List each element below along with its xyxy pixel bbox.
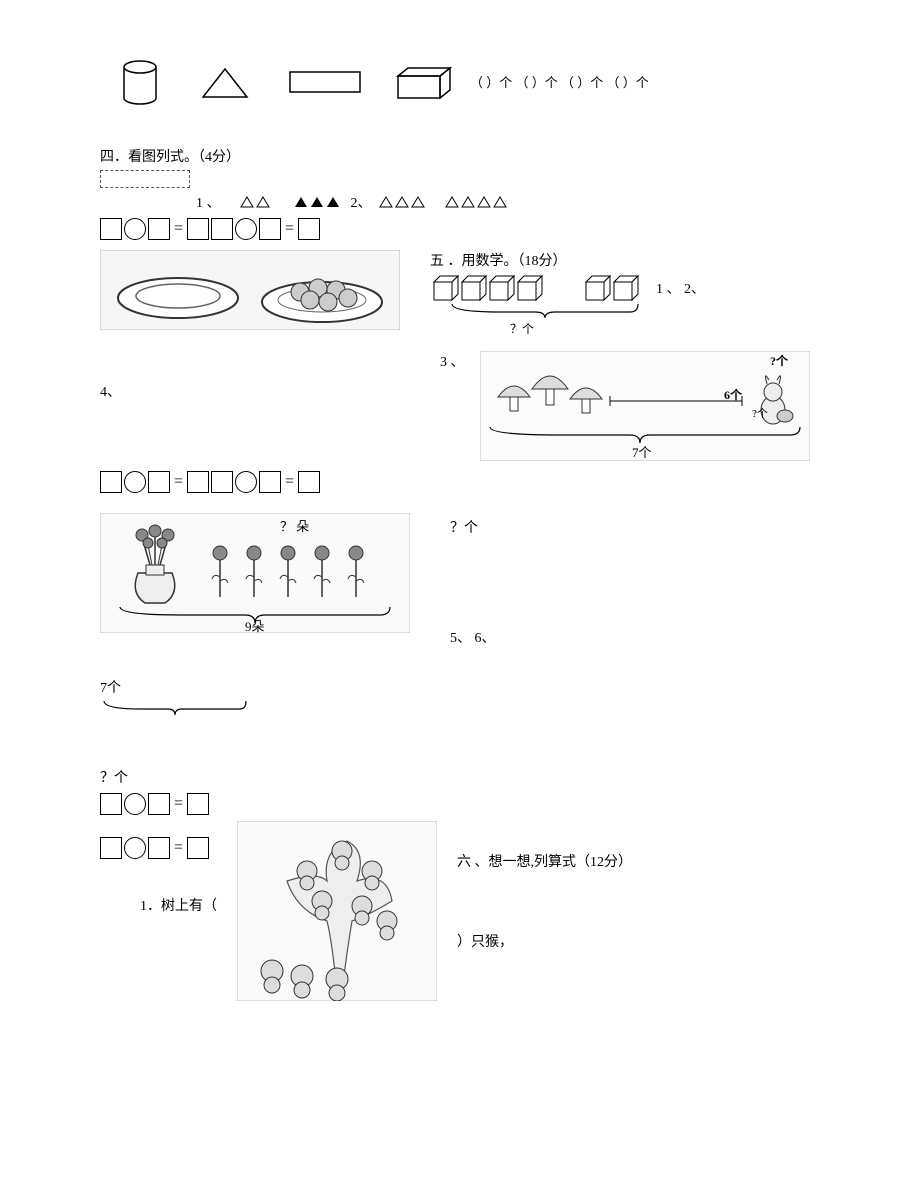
- svg-text:7个: 7个: [632, 445, 652, 460]
- rectangle-icon: [270, 70, 380, 96]
- eq-box[interactable]: [187, 218, 209, 240]
- equals-sign: =: [174, 839, 183, 857]
- rabbit-mushroom-figure: ?个 6个 ?个 7个: [480, 351, 810, 461]
- equals-sign: =: [174, 220, 183, 238]
- q-ge2-label: ？个: [100, 767, 820, 787]
- monkey-tree-figure: [237, 821, 437, 1001]
- plates-figure: [100, 250, 400, 330]
- bottom-block: ？个 = = 1．树上有（: [100, 767, 820, 1001]
- eq-box[interactable]: [100, 793, 122, 815]
- eq-box[interactable]: [211, 471, 233, 493]
- eq-box[interactable]: [211, 218, 233, 240]
- equation-line-1: = =: [100, 218, 820, 240]
- equals-sign: =: [174, 473, 183, 491]
- eq-box[interactable]: [148, 218, 170, 240]
- top-count-blanks: （ ）个 （ ）个 （ ）个 （ ）个: [470, 73, 820, 94]
- white-triangles-2b: [444, 195, 508, 209]
- eq-box[interactable]: [187, 793, 209, 815]
- cuboid-icon: [380, 66, 460, 100]
- equation-line-4: =: [100, 837, 217, 859]
- eq-circle[interactable]: [124, 793, 146, 815]
- equation-line-2: = =: [100, 471, 820, 493]
- eq-circle[interactable]: [124, 471, 146, 493]
- item4-label-wrap: 4、: [100, 351, 440, 401]
- eq-box[interactable]: [148, 837, 170, 859]
- item4-label: 4、: [100, 381, 440, 401]
- flowers-figure: ？ 朵 9朵: [100, 513, 410, 633]
- cylinder-icon: [100, 60, 180, 106]
- q-ge-label: ？个: [450, 517, 496, 537]
- item1-label: 1 、: [196, 192, 221, 212]
- black-triangles-1: [293, 195, 341, 209]
- eq-box[interactable]: [259, 471, 281, 493]
- white-triangles-2a: [378, 195, 426, 209]
- eq-circle[interactable]: [235, 471, 257, 493]
- eq-box[interactable]: [100, 471, 122, 493]
- equation-line-3: =: [100, 793, 820, 815]
- eq-box[interactable]: [100, 837, 122, 859]
- eq-box[interactable]: [259, 218, 281, 240]
- svg-text:？ 朵: ？ 朵: [280, 519, 309, 534]
- eq-circle[interactable]: [124, 837, 146, 859]
- dashed-placeholder: [100, 170, 820, 188]
- equals-sign: =: [285, 473, 294, 491]
- section6-title: 六 、想一想,列算式（12分）: [457, 851, 632, 871]
- q1-pre: 1．树上有（: [140, 899, 217, 914]
- eq-circle[interactable]: [124, 218, 146, 240]
- eq-box[interactable]: [148, 793, 170, 815]
- eq-box[interactable]: [298, 218, 320, 240]
- item12-label: 1 、 2、: [656, 278, 705, 298]
- svg-text:6个: 6个: [724, 387, 743, 402]
- svg-text:?个: ?个: [752, 407, 768, 420]
- item2-label: 2、: [351, 192, 372, 212]
- section5-header-block: 五 ．用数学。（18分） 1 、 2、 ？个: [430, 250, 820, 337]
- section4-title: 四．看图列式。（4分）: [100, 146, 820, 166]
- cubes-qmark: ？个: [510, 320, 820, 337]
- equals-sign: =: [174, 795, 183, 813]
- brace-icon: [100, 697, 250, 717]
- eq-box[interactable]: [148, 471, 170, 493]
- triangle-icon: [180, 66, 270, 100]
- q1-post: ）只猴，: [457, 935, 513, 950]
- section4-line1: 1 、 2、: [100, 192, 820, 212]
- seven-ge-label: 7个: [100, 677, 820, 697]
- cubes-row: 1 、 2、: [430, 274, 820, 302]
- eq-box[interactable]: [100, 218, 122, 240]
- top-shapes-row: （ ）个 （ ）个 （ ）个 （ ）个: [100, 60, 820, 106]
- seven-ge-block: 7个: [100, 677, 820, 717]
- svg-text:?个: ?个: [770, 353, 789, 368]
- white-triangles-1: [239, 195, 273, 209]
- equals-sign: =: [285, 220, 294, 238]
- cube-group-2: [582, 274, 642, 302]
- cubes-brace: [450, 302, 820, 320]
- eq-box[interactable]: [187, 837, 209, 859]
- eq-box[interactable]: [298, 471, 320, 493]
- eq-box[interactable]: [187, 471, 209, 493]
- section5-title: 五 ．用数学。（18分）: [430, 250, 820, 270]
- svg-text:9朵: 9朵: [245, 619, 265, 633]
- eq-circle[interactable]: [235, 218, 257, 240]
- item3-label: 3 、: [440, 351, 480, 371]
- cube-group-1: [430, 274, 550, 302]
- item56-label: 5、 6、: [450, 627, 496, 647]
